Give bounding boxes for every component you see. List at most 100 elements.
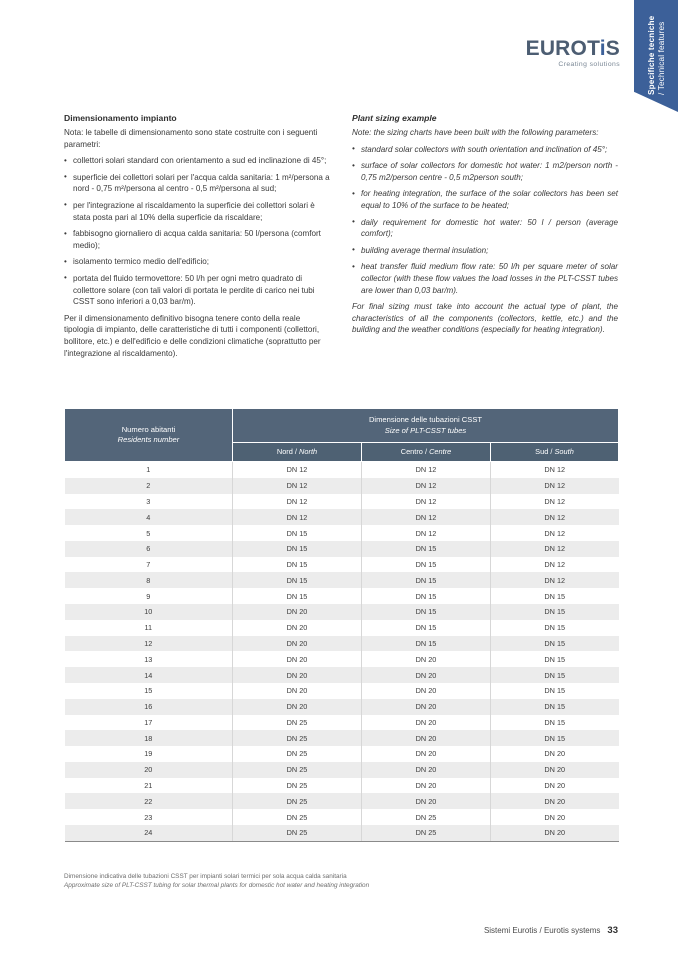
table-row: 12 DN 20 DN 15 DN 15 [64,635,619,652]
table-footnote: Dimensione indicativa delle tubazioni CS… [64,872,564,890]
list-item: heat transfer fluid medium flow rate: 50… [352,261,618,296]
cell-residents: 1 [64,461,233,478]
cell-south: DN 20 [490,793,619,810]
column-italian: Dimensionamento impianto Nota: le tabell… [64,112,330,364]
cell-residents: 4 [64,509,233,526]
list-item: per l'integrazione al riscaldamento la s… [64,199,330,223]
cell-residents: 15 [64,682,233,699]
cell-north: DN 15 [232,588,362,605]
cell-north: DN 25 [232,809,362,825]
list-item: isolamento termico medio dell'edificio; [64,256,330,268]
col-header-residents-it: Numero abitanti [121,424,176,434]
cell-residents: 18 [64,730,233,747]
cell-north: DN 15 [232,556,362,573]
list-item: superficie dei collettori solari per l'a… [64,171,330,195]
column-english: Plant sizing example Note: the sizing ch… [352,112,618,364]
cell-north: DN 12 [232,477,362,494]
cell-south: DN 15 [490,604,619,620]
cell-south: DN 12 [490,540,619,557]
italian-bullet-list: collettori solari standard con orientame… [64,155,330,308]
cell-south: DN 12 [490,493,619,510]
cell-south: DN 20 [490,761,619,778]
logo-tagline: Creating solutions [558,61,620,68]
cell-residents: 14 [64,667,233,683]
cell-north: DN 20 [232,604,362,620]
cell-residents: 19 [64,746,233,762]
cell-centre: DN 12 [361,493,491,510]
cell-north: DN 15 [232,525,362,541]
table-row: 6 DN 15 DN 15 DN 12 [64,540,619,557]
cell-south: DN 15 [490,682,619,699]
list-item: daily requirement for domestic hot water… [352,216,618,240]
cell-residents: 16 [64,698,233,715]
cell-centre: DN 12 [361,525,491,541]
cell-north: DN 12 [232,509,362,526]
logo-word-part2: S [605,37,620,60]
cell-north: DN 20 [232,682,362,699]
cell-north: DN 12 [232,493,362,510]
cell-centre: DN 20 [361,698,491,715]
cell-centre: DN 15 [361,556,491,573]
english-bullet-list: standard solar collectors with south ori… [352,143,618,297]
col-header-north: Nord / North [232,442,362,462]
cell-north: DN 20 [232,619,362,636]
page-footer: Sistemi Eurotis / Eurotis systems 33 [64,925,618,936]
table-row: 22 DN 25 DN 20 DN 20 [64,793,619,810]
brand-logo: EUROTiS Creating solutions [520,38,620,69]
col-header-centre: Centro / Centre [361,442,491,462]
list-item: for heating integration, the surface of … [352,188,618,211]
table-body: 1 DN 12 DN 12 DN 12 2 DN 12 DN 12 DN 12 3 DN 12 DN… [64,461,619,842]
list-item: building average thermal insulation; [352,244,618,257]
cell-north: DN 25 [232,777,362,794]
cell-centre: DN 20 [361,651,491,668]
cell-centre: DN 12 [361,461,491,478]
table-row: 5 DN 15 DN 12 DN 12 [64,525,619,541]
table-row: 20 DN 25 DN 20 DN 20 [64,761,619,778]
cell-north: DN 20 [232,667,362,683]
table-row: 10 DN 20 DN 15 DN 15 [64,604,619,620]
table-row: 16 DN 20 DN 20 DN 15 [64,698,619,715]
cell-south: DN 12 [490,556,619,573]
table-row: 23 DN 25 DN 25 DN 20 [64,809,619,825]
table-row: 2 DN 12 DN 12 DN 12 [64,477,619,494]
cell-centre: DN 25 [361,809,491,825]
section-tab-label-it: Specifiche tecniche [647,15,656,95]
table-row: 9 DN 15 DN 15 DN 15 [64,588,619,605]
csst-sizing-table: Numero abitanti Residents number Dimensi… [64,408,619,842]
table-row: 4 DN 12 DN 12 DN 12 [64,509,619,526]
col-header-south-en: South [554,447,574,456]
cell-centre: DN 12 [361,477,491,494]
cell-north: DN 20 [232,635,362,652]
list-item: fabbisogno giornaliero di acqua calda sa… [64,228,330,251]
cell-south: DN 15 [490,698,619,715]
cell-north: DN 20 [232,651,362,668]
cell-residents: 20 [64,761,233,778]
cell-residents: 21 [64,777,233,794]
cell-centre: DN 15 [361,604,491,620]
cell-residents: 17 [64,714,233,731]
logo-word-part1: EUROT [525,37,600,60]
cell-centre: DN 12 [361,509,491,526]
cell-residents: 23 [64,809,233,825]
table-row: 24 DN 25 DN 25 DN 20 [64,824,619,842]
cell-centre: DN 20 [361,746,491,762]
table-row: 21 DN 25 DN 20 DN 20 [64,777,619,794]
cell-centre: DN 20 [361,730,491,747]
table-row: 17 DN 25 DN 20 DN 15 [64,714,619,731]
cell-south: DN 20 [490,746,619,762]
cell-north: DN 25 [232,761,362,778]
cell-south: DN 12 [490,509,619,526]
page-number: 33 [607,925,618,936]
cell-residents: 9 [64,588,233,605]
cell-centre: DN 20 [361,667,491,683]
cell-residents: 6 [64,540,233,557]
logo-wordmark: EUROTiS [520,38,620,60]
cell-residents: 12 [64,635,233,652]
cell-north: DN 25 [232,793,362,810]
cell-south: DN 15 [490,667,619,683]
table-header-row-main: Numero abitanti Residents number Dimensi… [64,408,619,462]
cell-south: DN 15 [490,714,619,731]
table-row: 19 DN 25 DN 20 DN 20 [64,746,619,762]
cell-south: DN 15 [490,730,619,747]
